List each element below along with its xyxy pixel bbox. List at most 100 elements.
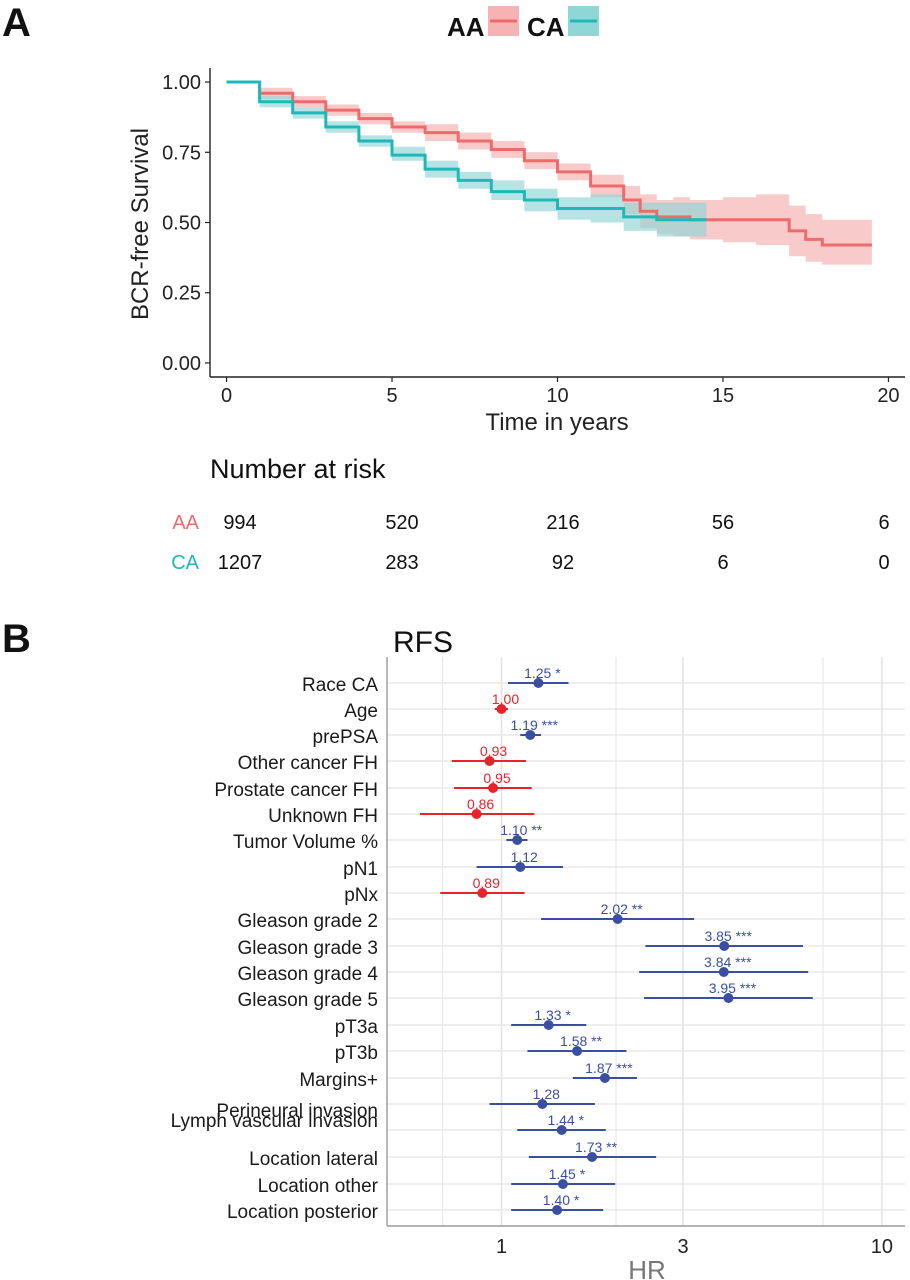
forest-value-label: 0.95 — [483, 770, 510, 786]
forest-value-label: 1.10 ** — [500, 822, 543, 838]
risk-count: 520 — [385, 512, 418, 534]
forest-point — [537, 1099, 548, 1109]
forest-row-label: Lymph vascular invasion — [171, 1111, 378, 1132]
forest-row-label: prePSA — [313, 727, 379, 748]
y-tick-label: 0.00 — [162, 353, 201, 375]
forest-value-label: 1.45 * — [549, 1166, 586, 1182]
forest-point — [515, 862, 526, 872]
survival-curve-aa — [226, 80, 872, 247]
forest-value-label: 1.33 * — [534, 1007, 571, 1023]
forest-x-tick-label: 10 — [871, 1236, 893, 1258]
forest-point — [512, 835, 523, 845]
risk-count: 1207 — [218, 552, 263, 574]
risk-table-title: Number at risk — [210, 454, 386, 484]
forest-point — [557, 1179, 568, 1189]
forest-value-label: 1.19 *** — [511, 717, 559, 733]
forest-value-label: 1.44 * — [547, 1112, 584, 1128]
forest-point — [525, 730, 536, 740]
forest-point — [723, 993, 734, 1003]
forest-point — [488, 783, 499, 793]
forest-row-label: Location other — [258, 1176, 379, 1197]
x-tick-label: 0 — [221, 385, 232, 407]
risk-count: 6 — [717, 552, 728, 574]
forest-x-tick-label: 1 — [496, 1236, 507, 1258]
forest-point — [477, 888, 488, 898]
risk-count: 283 — [385, 552, 418, 574]
forest-title: RFS — [393, 626, 453, 659]
forest-plot: RFS 1 3 10 HR Race CA 1.25 * Age 1.00 prePSA 1.19 … — [171, 626, 905, 1280]
forest-row-label: Gleason grade 2 — [238, 911, 379, 932]
forest-point — [556, 1125, 567, 1135]
forest-point — [471, 809, 482, 819]
forest-value-label: 1.87 *** — [585, 1060, 633, 1076]
forest-value-label: 3.85 *** — [704, 928, 752, 944]
forest-row-label: pNx — [344, 885, 378, 906]
forest-point — [612, 914, 623, 924]
forest-row-label: Gleason grade 5 — [238, 990, 379, 1011]
forest-point — [587, 1152, 598, 1162]
forest-value-label: 1.28 — [533, 1086, 560, 1102]
forest-value-label: 1.12 — [511, 849, 538, 865]
panel-b-label: B — [2, 617, 31, 661]
legend-label-ca: CA — [527, 12, 565, 42]
forest-value-label: 3.84 *** — [704, 954, 752, 970]
legend-label-aa: AA — [447, 12, 485, 42]
forest-row-label: Other cancer FH — [238, 753, 378, 774]
forest-value-label: 0.86 — [467, 796, 494, 812]
forest-row-label: Perineural invasion — [216, 1101, 378, 1122]
survival-curve-ca — [226, 80, 707, 222]
forest-row-label: Location posterior — [227, 1202, 379, 1223]
forest-row-label: Prostate cancer FH — [214, 780, 378, 801]
forest-value-label: 0.93 — [480, 743, 507, 759]
forest-value-label: 0.89 — [473, 875, 500, 891]
risk-count: 0 — [878, 552, 889, 574]
forest-point — [719, 941, 730, 951]
risk-count: 56 — [712, 512, 734, 534]
forest-value-label: 1.25 * — [524, 665, 561, 681]
ci-band-ca — [226, 82, 707, 237]
risk-count: 994 — [223, 512, 256, 534]
forest-x-axis-title: HR — [628, 1255, 666, 1280]
forest-row-label: Gleason grade 3 — [238, 938, 379, 959]
forest-value-label: 1.73 ** — [575, 1139, 618, 1155]
forest-point — [496, 704, 507, 714]
forest-point — [599, 1073, 610, 1083]
forest-point — [543, 1020, 554, 1030]
forest-value-label: 3.95 *** — [709, 980, 757, 996]
risk-count: 216 — [546, 512, 579, 534]
x-tick-label: 5 — [386, 385, 397, 407]
forest-row-label: pT3b — [335, 1043, 378, 1064]
y-tick-label: 1.00 — [162, 72, 201, 94]
forest-row-label: pN1 — [343, 859, 378, 880]
x-tick-label: 10 — [546, 385, 568, 407]
forest-row-label: Tumor Volume % — [233, 832, 378, 853]
y-tick-label: 0.25 — [162, 283, 201, 305]
forest-point — [484, 756, 495, 766]
forest-value-label: 1.00 — [492, 691, 519, 707]
y-tick-label: 0.50 — [162, 213, 201, 235]
forest-point — [572, 1046, 583, 1056]
panel-a-label: A — [2, 1, 31, 45]
x-axis-title: Time in years — [485, 409, 628, 436]
forest-row-label: Location lateral — [249, 1149, 378, 1170]
forest-row-label: Gleason grade 4 — [238, 964, 379, 985]
forest-row-label: pT3a — [335, 1017, 379, 1038]
forest-point — [718, 967, 729, 977]
x-tick-label: 15 — [712, 385, 734, 407]
forest-point — [552, 1205, 563, 1215]
y-tick-label: 0.75 — [162, 142, 201, 164]
y-axis-title: BCR-free Survival — [127, 128, 154, 320]
forest-point — [533, 678, 544, 688]
forest-x-tick-label: 3 — [677, 1236, 688, 1258]
forest-value-label: 2.02 ** — [601, 901, 644, 917]
risk-row-label-aa: AA — [172, 512, 199, 534]
x-tick-label: 20 — [877, 385, 899, 407]
risk-count: 6 — [878, 512, 889, 534]
forest-value-label: 1.40 * — [543, 1192, 580, 1208]
forest-row-label: Race CA — [302, 675, 378, 696]
km-plot: 0.00 0.25 0.50 0.75 1.00 0 5 10 15 20 Time in year… — [127, 6, 905, 436]
forest-row-label: Margins+ — [299, 1070, 378, 1091]
forest-value-label: 1.58 ** — [560, 1033, 603, 1049]
risk-row-label-ca: CA — [171, 552, 199, 574]
